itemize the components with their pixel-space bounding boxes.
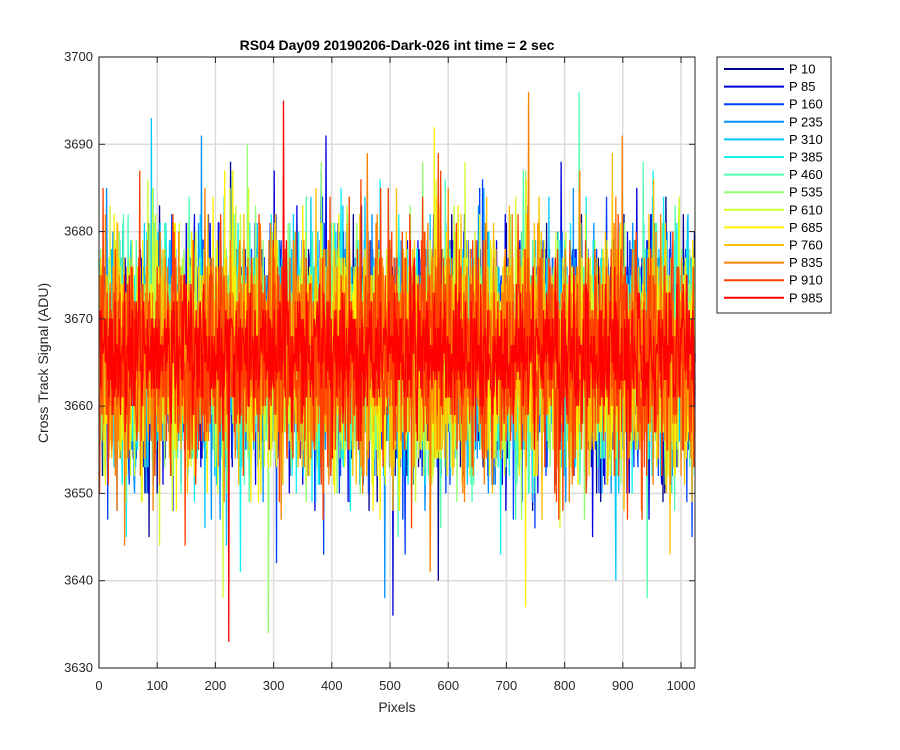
y-tick-label: 3700 xyxy=(64,49,93,64)
legend-label: P 835 xyxy=(789,255,823,270)
legend-label: P 235 xyxy=(789,114,823,129)
x-tick-label: 900 xyxy=(612,678,634,693)
legend-label: P 760 xyxy=(789,238,823,253)
y-tick-label: 3670 xyxy=(64,311,93,326)
y-tick-label: 3630 xyxy=(64,660,93,675)
y-axis-label: Cross Track Signal (ADU) xyxy=(35,283,51,443)
x-tick-label: 300 xyxy=(263,678,285,693)
legend-label: P 685 xyxy=(789,220,823,235)
y-tick-label: 3650 xyxy=(64,485,93,500)
x-tick-label: 700 xyxy=(496,678,518,693)
legend-box xyxy=(716,56,832,314)
legend-label: P 910 xyxy=(789,273,823,288)
legend-label: P 385 xyxy=(789,150,823,165)
legend-label: P 160 xyxy=(789,97,823,112)
x-tick-label: 400 xyxy=(321,678,343,693)
legend-label: P 535 xyxy=(789,185,823,200)
x-tick-label: 200 xyxy=(205,678,227,693)
y-tick-label: 3690 xyxy=(64,136,93,151)
y-tick-label: 3680 xyxy=(64,224,93,239)
series-line xyxy=(98,100,696,642)
x-tick-label: 100 xyxy=(146,678,168,693)
x-tick-label: 0 xyxy=(95,678,102,693)
legend-label: P 985 xyxy=(789,290,823,305)
x-axis-label: Pixels xyxy=(378,699,415,715)
chart-title: RS04 Day09 20190206-Dark-026 int time = … xyxy=(240,37,555,53)
legend-label: P 610 xyxy=(789,202,823,217)
legend: P 10 P 85 P 160 P 235 P 310 P 385 P 460 P 535 P … xyxy=(716,56,832,314)
series-layer xyxy=(98,91,696,642)
legend-label: P 310 xyxy=(789,132,823,147)
x-tick-label: 600 xyxy=(437,678,459,693)
legend-label: P 85 xyxy=(789,79,816,94)
legend-label: P 460 xyxy=(789,167,823,182)
x-tick-label: 500 xyxy=(379,678,401,693)
legend-label: P 10 xyxy=(789,62,816,77)
y-tick-label: 3640 xyxy=(64,573,93,588)
x-tick-label: 1000 xyxy=(667,678,696,693)
plot-frame xyxy=(98,56,696,669)
y-tick-label: 3660 xyxy=(64,398,93,413)
axis-ticks: 0 100 200 300 400 500 600 700 800 900 1000 3630 3640… xyxy=(64,49,695,693)
x-tick-label: 800 xyxy=(554,678,576,693)
